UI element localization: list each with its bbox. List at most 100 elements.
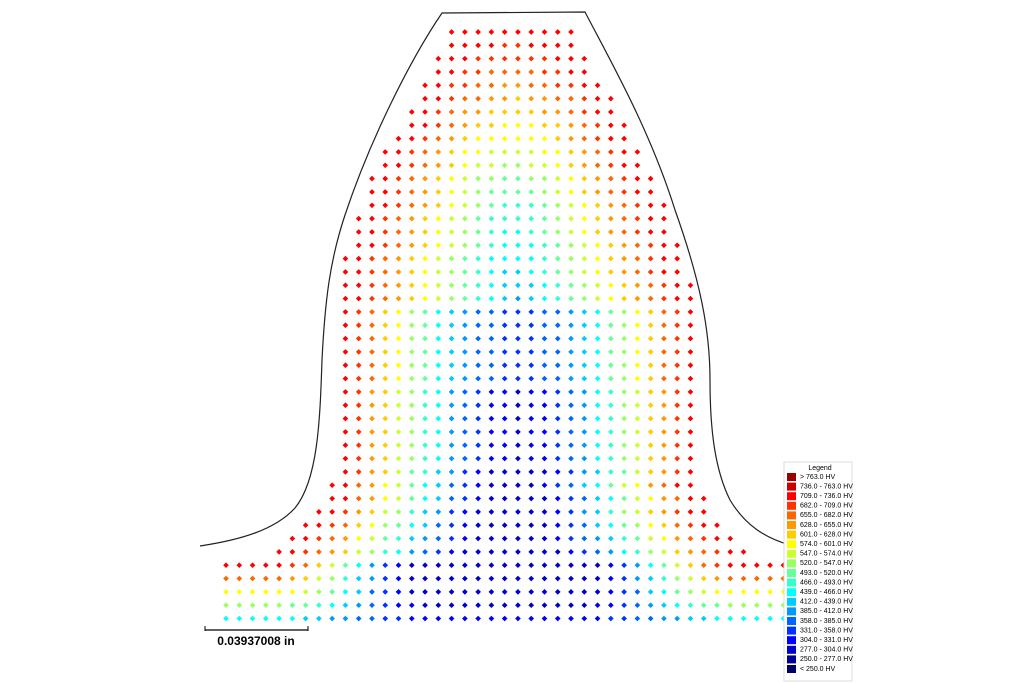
hardness-point bbox=[316, 549, 322, 555]
hardness-point bbox=[501, 215, 508, 222]
hardness-point bbox=[422, 442, 428, 449]
hardness-point bbox=[316, 589, 322, 595]
hardness-point bbox=[608, 482, 614, 489]
hardness-point bbox=[541, 402, 548, 409]
hardness-point bbox=[435, 322, 442, 329]
hardness-point bbox=[262, 562, 269, 569]
hardness-point bbox=[355, 269, 362, 275]
hardness-point bbox=[382, 215, 389, 222]
hardness-point bbox=[568, 175, 574, 182]
hardness-point bbox=[674, 255, 681, 262]
hardness-point bbox=[395, 495, 402, 502]
hardness-point bbox=[501, 242, 508, 249]
hardness-point bbox=[435, 589, 442, 595]
hardness-point bbox=[647, 589, 654, 595]
hardness-point bbox=[568, 29, 574, 35]
hardness-point bbox=[568, 469, 574, 475]
hardness-point bbox=[541, 135, 548, 142]
hardness-point bbox=[475, 95, 481, 102]
hardness-point bbox=[621, 215, 627, 222]
hardness-point bbox=[395, 589, 402, 595]
hardness-point bbox=[475, 149, 481, 155]
hardness-point bbox=[661, 575, 667, 582]
hardness-point bbox=[408, 335, 415, 342]
hardness-point bbox=[475, 442, 481, 449]
hardness-point bbox=[528, 402, 535, 409]
hardness-point bbox=[448, 469, 455, 475]
hardness-point bbox=[661, 469, 667, 475]
hardness-point bbox=[448, 202, 455, 209]
hardness-point bbox=[515, 42, 521, 49]
hardness-point bbox=[435, 149, 442, 155]
hardness-point bbox=[435, 575, 442, 582]
hardness-point bbox=[528, 602, 535, 609]
hardness-point bbox=[594, 429, 601, 435]
hardness-point bbox=[528, 55, 535, 62]
hardness-point bbox=[355, 575, 362, 582]
hardness-point bbox=[422, 602, 428, 609]
hardness-point bbox=[568, 282, 574, 289]
hardness-point bbox=[700, 602, 707, 609]
hardness-point bbox=[422, 322, 428, 329]
hardness-point bbox=[647, 215, 654, 222]
hardness-point bbox=[528, 362, 535, 369]
hardness-point bbox=[568, 55, 574, 62]
legend-label: 331.0 - 358.0 HV bbox=[800, 627, 853, 634]
hardness-point bbox=[422, 429, 428, 435]
hardness-point bbox=[435, 215, 442, 222]
hardness-point bbox=[355, 415, 362, 422]
hardness-point bbox=[647, 482, 654, 489]
hardness-point bbox=[714, 549, 720, 555]
hardness-point bbox=[475, 55, 481, 62]
hardness-point bbox=[674, 242, 681, 249]
hardness-point bbox=[408, 202, 415, 209]
hardness-point bbox=[554, 82, 561, 89]
hardness-point bbox=[581, 175, 588, 182]
hardness-point bbox=[568, 189, 574, 195]
hardness-point bbox=[475, 135, 481, 142]
hardness-point bbox=[554, 415, 561, 422]
hardness-point bbox=[740, 589, 747, 595]
hardness-point bbox=[382, 482, 389, 489]
hardness-point bbox=[289, 615, 296, 622]
hardness-point bbox=[501, 162, 508, 169]
hardness-point bbox=[568, 255, 574, 262]
hardness-point bbox=[488, 255, 495, 262]
hardness-point bbox=[554, 575, 561, 582]
hardness-point bbox=[382, 335, 389, 342]
hardness-point bbox=[621, 295, 627, 302]
hardness-point bbox=[568, 575, 574, 582]
hardness-point bbox=[647, 255, 654, 262]
hardness-point bbox=[488, 109, 495, 115]
hardness-point bbox=[568, 535, 574, 542]
hardness-point bbox=[608, 229, 614, 235]
hardness-point bbox=[621, 615, 627, 622]
hardness-point bbox=[647, 295, 654, 302]
hardness-point bbox=[448, 455, 455, 462]
hardness-point bbox=[395, 375, 402, 382]
hardness-point bbox=[634, 602, 641, 609]
hardness-point bbox=[661, 255, 667, 262]
hardness-point bbox=[621, 189, 627, 195]
hardness-point bbox=[541, 415, 548, 422]
hardness-point bbox=[448, 482, 455, 489]
hardness-point bbox=[355, 402, 362, 409]
hardness-point bbox=[501, 429, 508, 435]
hardness-point bbox=[462, 455, 468, 462]
hardness-point bbox=[488, 469, 495, 475]
hardness-point bbox=[608, 122, 614, 129]
hardness-point bbox=[435, 509, 442, 515]
hardness-point bbox=[302, 575, 309, 582]
hardness-point bbox=[581, 389, 588, 395]
hardness-point bbox=[621, 602, 627, 609]
hardness-point bbox=[289, 602, 296, 609]
hardness-point bbox=[515, 122, 521, 129]
hardness-point bbox=[714, 602, 720, 609]
hardness-point bbox=[223, 602, 229, 609]
hardness-point bbox=[594, 242, 601, 249]
hardness-point bbox=[501, 402, 508, 409]
hardness-point bbox=[395, 362, 402, 369]
hardness-point bbox=[528, 109, 535, 115]
hardness-point bbox=[767, 589, 773, 595]
